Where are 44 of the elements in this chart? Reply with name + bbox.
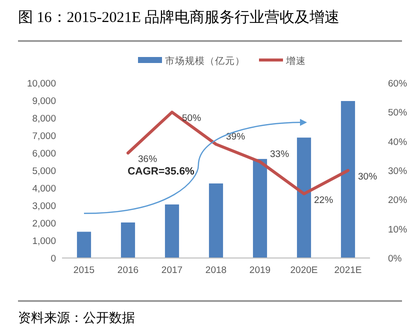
x-tick-label: 2019 xyxy=(249,265,271,276)
data-label: 30% xyxy=(358,172,378,182)
y-tick-label: 10,000 xyxy=(26,78,56,90)
data-label: 33% xyxy=(270,148,290,160)
y-tick-label: 9,000 xyxy=(32,96,56,107)
y2-tick-label: 0% xyxy=(388,254,402,264)
legend-label: 市场规模（亿元） xyxy=(165,55,245,67)
data-label: 22% xyxy=(314,194,334,206)
x-tick-label: 2016 xyxy=(117,265,139,276)
y-tick-label: 4,000 xyxy=(32,184,56,194)
y-tick-label: 1,000 xyxy=(32,236,56,247)
y-tick-label: 7,000 xyxy=(32,131,56,142)
x-tick-label: 2021E xyxy=(334,265,362,276)
y2-tick-label: 10% xyxy=(388,224,408,236)
y-tick-label: 6,000 xyxy=(32,148,56,160)
y2-tick-label: 30% xyxy=(388,166,408,177)
y-tick-label: 2,000 xyxy=(32,218,56,230)
bar xyxy=(164,204,180,258)
y2-tick-label: 40% xyxy=(388,136,408,148)
data-label: 50% xyxy=(182,113,202,124)
bar xyxy=(120,222,136,258)
y-tick-label: 0 xyxy=(50,254,56,264)
line-series xyxy=(126,110,350,196)
y-tick-label: 3,000 xyxy=(32,201,56,212)
bar xyxy=(208,183,224,258)
bar xyxy=(296,138,312,258)
y2-tick-label: 60% xyxy=(388,78,408,90)
bar xyxy=(252,158,268,258)
x-tick-label: 2017 xyxy=(161,265,183,276)
y2-tick-label: 20% xyxy=(388,195,408,206)
chart-title: 图 16：2015-2021E 品牌电商服务行业营收及增速 xyxy=(18,9,340,26)
x-tick-label: 2020E xyxy=(290,265,318,276)
bar xyxy=(76,232,92,258)
legend-label: 增速 xyxy=(285,55,306,67)
x-tick-label: 2015 xyxy=(73,265,95,276)
bar xyxy=(340,101,356,258)
y2-tick-label: 50% xyxy=(388,108,408,119)
x-tick-label: 2018 xyxy=(205,265,227,276)
data-label: 39% xyxy=(226,131,246,142)
text: 资料来源：公开数据 xyxy=(18,310,135,325)
data-label: 36% xyxy=(138,154,158,165)
y-tick-label: 8,000 xyxy=(32,114,56,124)
y-tick-label: 5,000 xyxy=(32,166,56,177)
annotation: CAGR=35.6% xyxy=(128,166,196,178)
